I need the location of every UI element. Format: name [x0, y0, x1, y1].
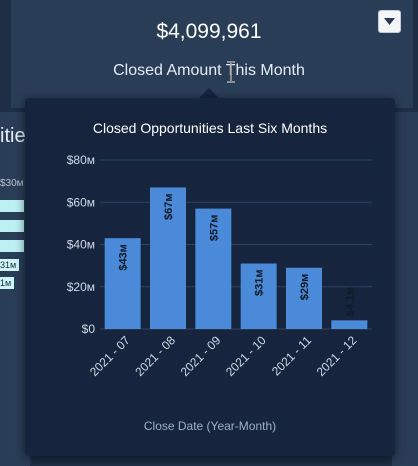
background-card-title: itie: [0, 125, 26, 147]
x-tick-label: 2021 - 12: [314, 333, 360, 379]
x-axis-title: Close Date (Year-Month): [143, 419, 277, 433]
background-bar: [0, 220, 24, 232]
bar-value-label: $43м: [118, 244, 130, 271]
x-tick-label: 2021 - 08: [132, 333, 178, 379]
bar: [331, 320, 368, 329]
kpi-label: Closed Amount This Month: [113, 62, 305, 79]
bar: [150, 187, 186, 329]
x-tick-label: 2021 - 09: [178, 333, 224, 379]
background-bar-label: 31м: [0, 259, 20, 271]
kpi-value: $4,099,961: [156, 20, 262, 43]
y-tick-label: $80м: [67, 153, 95, 167]
chart-popover: Closed Opportunities Last Six Months $0 $…: [25, 98, 395, 456]
bar-value-label: $67м: [163, 193, 175, 220]
chart-title: Closed Opportunities Last Six Months: [92, 120, 328, 136]
text-cursor-icon: [227, 61, 235, 83]
bar-value-label: $31м: [254, 270, 266, 297]
card-menu-button[interactable]: [378, 10, 401, 33]
bar-value-label: $57м: [208, 215, 220, 242]
chevron-down-icon: [384, 18, 395, 25]
bar-chart: $0 $20м $40м $60м $80м $43м 2021 - 07 $67м 2021 …: [67, 153, 372, 379]
bar: [195, 208, 232, 329]
background-bar: [0, 240, 24, 252]
popover-arrow: [198, 88, 220, 99]
y-tick-label: $0: [82, 322, 96, 336]
background-card: [392, 112, 418, 466]
x-tick-label: 2021 - 07: [87, 333, 133, 379]
bar: [286, 267, 322, 329]
background-bar: [0, 200, 24, 212]
bar-value-label: $4.1м: [344, 287, 356, 317]
x-tick-label: 2021 - 11: [269, 333, 314, 378]
bar: [240, 263, 277, 329]
bar-value-label: $29м: [299, 274, 311, 301]
background-axis-tick: $30м: [0, 178, 24, 189]
y-tick-label: $40м: [67, 238, 95, 252]
bar: [104, 238, 141, 329]
y-tick-label: $20м: [67, 280, 95, 294]
x-tick-label: 2021 - 10: [223, 333, 269, 379]
y-tick-label: $60м: [67, 195, 95, 209]
background-bar-label: 1м: [0, 277, 15, 289]
